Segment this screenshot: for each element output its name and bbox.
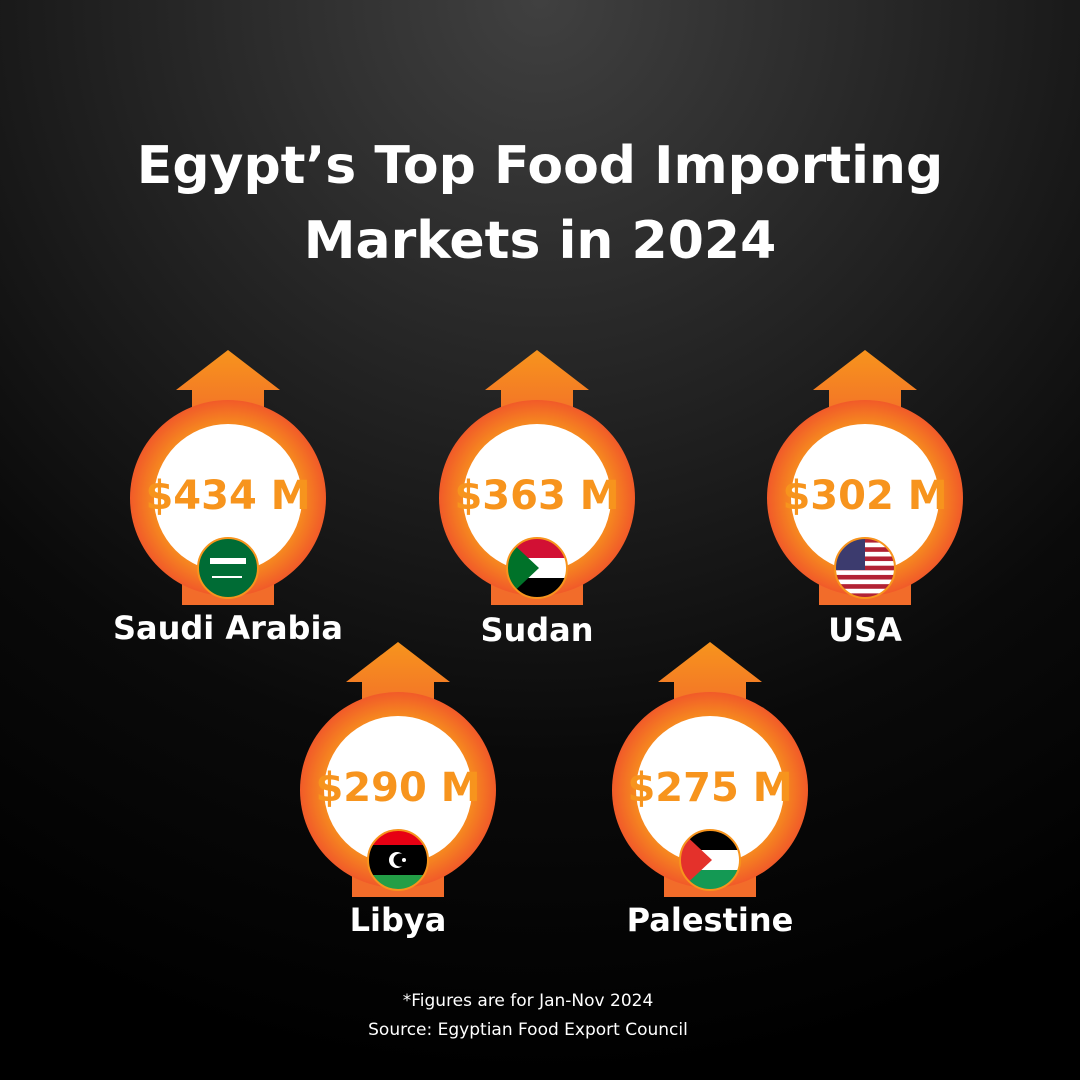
market-card: $275 M Palestine	[612, 642, 808, 939]
flag-border	[506, 537, 568, 599]
flag-border	[679, 829, 741, 891]
flag-part	[835, 570, 895, 576]
country-name: Saudi Arabia	[113, 609, 343, 647]
flag-part	[393, 853, 407, 867]
flag-part	[507, 538, 539, 598]
flag-part	[212, 576, 242, 578]
inner	[463, 424, 611, 572]
market-card: $434 M Saudi Arabia	[113, 350, 343, 647]
markets: $434 M Saudi Arabia $363 M Sudan $302 M USA $2…	[113, 350, 963, 939]
market-card: $363 M Sudan	[439, 350, 635, 649]
flag-border	[834, 537, 896, 599]
value: $434 M	[145, 473, 310, 519]
inner	[324, 716, 472, 864]
flag	[368, 830, 428, 890]
flag-part	[835, 579, 895, 585]
country-name: Libya	[350, 901, 447, 939]
source: Source: Egyptian Food Export Council	[368, 1020, 688, 1040]
value: $302 M	[782, 473, 947, 519]
country-name: Sudan	[480, 611, 593, 649]
flag-part	[835, 588, 895, 594]
country-name: USA	[828, 611, 902, 649]
market-card: $290 M Libya	[300, 642, 496, 939]
value: $290 M	[315, 765, 480, 811]
inner	[791, 424, 939, 572]
flag-part	[210, 558, 246, 564]
value: $363 M	[454, 473, 619, 519]
flag-border	[367, 829, 429, 891]
flag-part	[835, 593, 895, 598]
flag-part	[835, 584, 895, 590]
title-line: Egypt’s Top Food Importing	[137, 136, 943, 196]
inner	[154, 424, 302, 572]
footnote: *Figures are for Jan-Nov 2024	[403, 991, 654, 1011]
flag	[835, 538, 895, 598]
inner	[636, 716, 784, 864]
market-card: $302 M USA	[767, 350, 963, 649]
flag-part	[835, 574, 895, 580]
flag-part	[402, 858, 406, 862]
value: $275 M	[627, 765, 792, 811]
flag	[680, 830, 740, 890]
flag-part	[680, 830, 712, 890]
flag-border	[197, 537, 259, 599]
flag	[198, 538, 258, 598]
title-line: Markets in 2024	[304, 211, 777, 271]
country-name: Palestine	[627, 901, 794, 939]
flag-part	[198, 538, 258, 598]
